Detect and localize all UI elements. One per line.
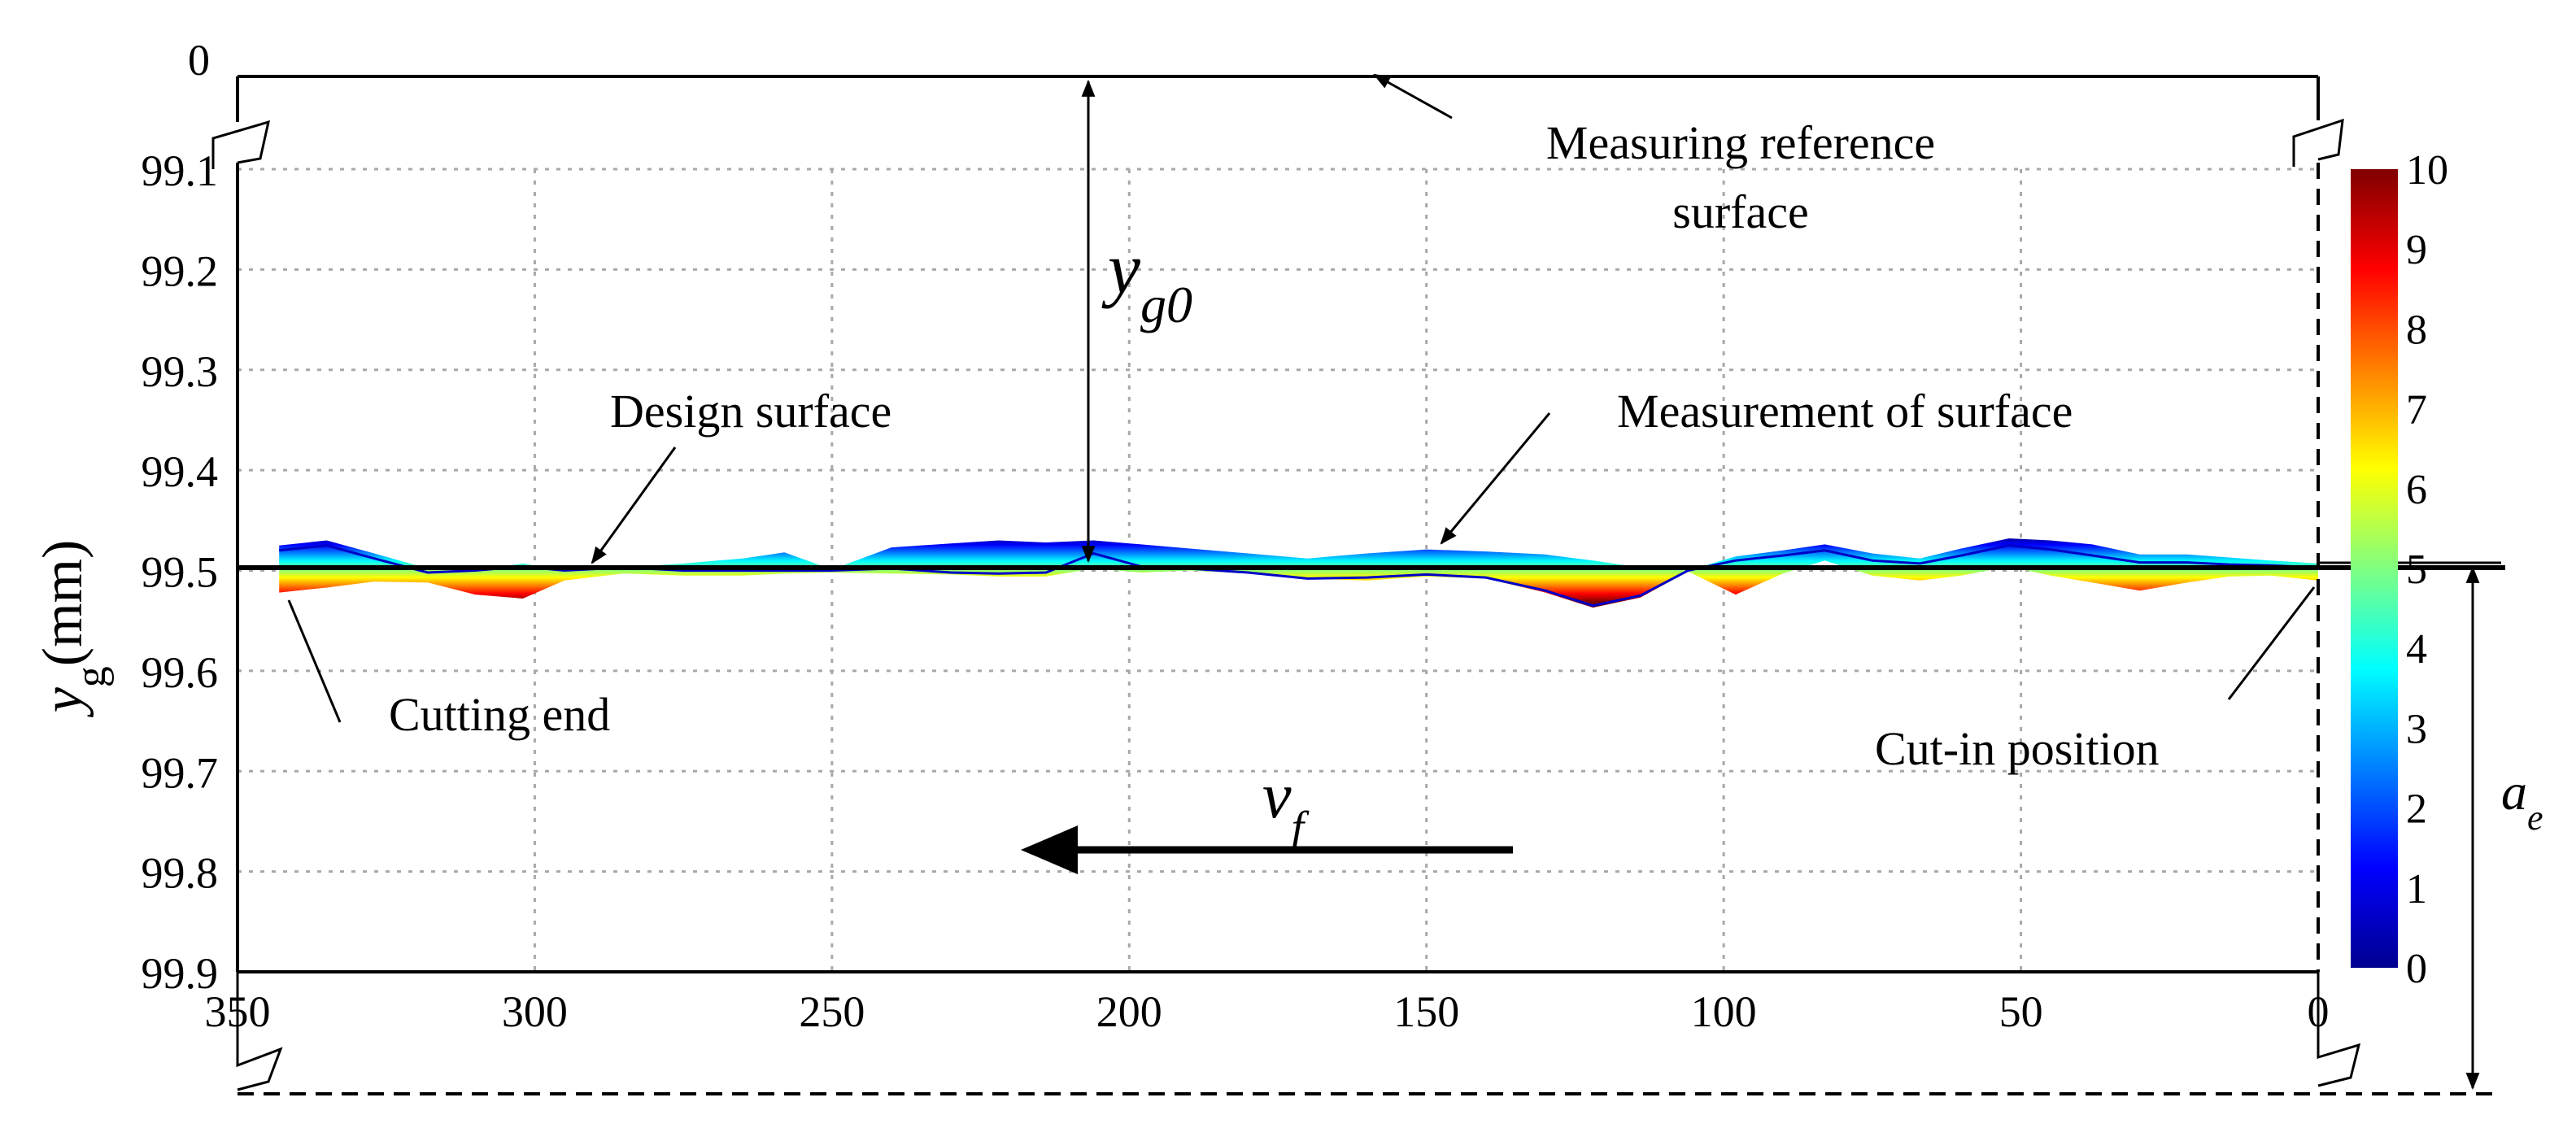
y-tick-label: 99.4 <box>142 447 219 496</box>
x-tick-label: 50 <box>1999 987 2043 1036</box>
y-tick-label: 99.7 <box>142 748 219 797</box>
colorbar-tick-label: 10 <box>2406 147 2448 194</box>
colorbar-tick-label: 4 <box>2406 626 2427 673</box>
cut-in-position-label: Cut-in position <box>1875 722 2160 775</box>
colorbar-tick-label: 8 <box>2406 307 2427 353</box>
measurement-of-surface-pointer <box>1440 412 1551 545</box>
x-tick-label: 350 <box>205 987 271 1036</box>
feed-direction-arrowhead <box>1021 825 1078 874</box>
y-tick-label: 99.9 <box>142 949 219 998</box>
colorbar-tick-label: 5 <box>2406 547 2427 593</box>
colorbar-tick-label: 2 <box>2406 786 2427 833</box>
x-tick-label: 200 <box>1096 987 1162 1036</box>
x-tick-label: 0 <box>2308 987 2330 1036</box>
left-axis-break-zigzag <box>211 120 271 169</box>
axis-ticks: 350 300 250 200 150 100 50 0 99.1 99.2 99.3 99.4 99.… <box>142 36 2330 1036</box>
bottom-right-break-zigzag <box>2317 972 2361 1087</box>
cutting-end-label: Cutting end <box>389 688 610 741</box>
cut-in-position-pointer <box>2227 586 2316 700</box>
y-tick-label: 99.3 <box>142 347 219 396</box>
right-axis-break-zigzag <box>2292 118 2344 167</box>
measuring-reference-label-line2: surface <box>1672 185 1808 238</box>
colorbar-tick-label: 7 <box>2406 387 2427 433</box>
x-tick-label: 300 <box>502 987 568 1036</box>
y-axis-label: yg(mm) <box>32 540 115 718</box>
design-surface-label: Design surface <box>610 385 891 438</box>
x-tick-label: 100 <box>1691 987 1757 1036</box>
measuring-reference-label-line1: Measuring reference <box>1546 116 1935 169</box>
colorbar-tick-label: 0 <box>2406 946 2427 992</box>
x-tick-label: 250 <box>799 987 865 1036</box>
svg-text:yg(mm): yg(mm) <box>32 540 115 718</box>
measurement-of-surface-label: Measurement of surface <box>1617 385 2073 438</box>
y-tick-label: 99.2 <box>142 246 219 295</box>
feed-velocity-symbol: vf <box>1262 760 1310 853</box>
colorbar-tick-label: 1 <box>2406 866 2427 912</box>
y-tick-label: 99.6 <box>142 648 219 697</box>
y-tick-label: 99.8 <box>142 849 219 898</box>
surface-measurement-band <box>279 538 2319 608</box>
colorbar-tick-label: 9 <box>2406 227 2427 273</box>
colorbar <box>2351 169 2398 968</box>
yg0-symbol: yg0 <box>1101 229 1192 333</box>
colorbar-tick-label: 3 <box>2406 706 2427 752</box>
design-surface-pointer <box>591 446 677 564</box>
y-tick-label-reference: 0 <box>188 36 210 85</box>
measuring-reference-pointer <box>1373 73 1453 120</box>
colorbar-tick-label: 6 <box>2406 467 2427 513</box>
x-tick-label: 150 <box>1393 987 1459 1036</box>
ae-symbol: ae <box>2501 763 2543 838</box>
y-tick-label: 99.1 <box>142 146 219 195</box>
bottom-left-break-zigzag <box>236 972 283 1091</box>
colorbar-tick-labels: 0 1 2 3 4 5 6 7 8 9 10 <box>2406 147 2448 992</box>
cutting-end-pointer <box>287 599 342 723</box>
y-tick-label: 99.5 <box>142 548 219 597</box>
